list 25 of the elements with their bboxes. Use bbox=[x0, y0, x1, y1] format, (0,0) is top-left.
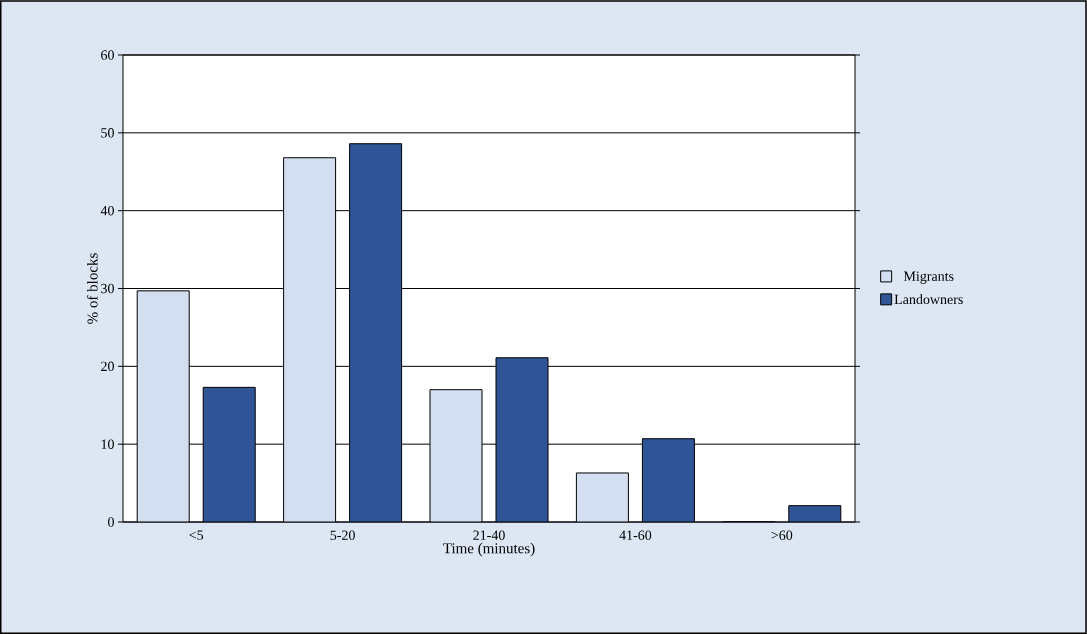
y-tick-label: 20 bbox=[101, 361, 114, 372]
y-axis-title: % of blocks bbox=[86, 253, 98, 324]
legend-label: Landowners bbox=[894, 294, 963, 305]
x-axis-title: Time (minutes) bbox=[443, 542, 535, 557]
y-tick-label: 0 bbox=[108, 517, 114, 527]
x-tick-label: <5 bbox=[189, 530, 204, 540]
x-tick-label: 41-60 bbox=[619, 530, 652, 540]
bar bbox=[641, 438, 695, 522]
x-tick-label: >60 bbox=[771, 530, 793, 540]
x-tick-label: 5-20 bbox=[330, 530, 355, 540]
bar bbox=[788, 505, 842, 522]
x-tick-label: 21-40 bbox=[473, 530, 505, 540]
y-tick-label: 60 bbox=[101, 50, 114, 60]
legend-label: Migrants bbox=[903, 271, 954, 284]
bar bbox=[429, 389, 483, 522]
bar bbox=[202, 386, 256, 522]
y-tick-label: 40 bbox=[100, 205, 114, 216]
y-tick-label: 50 bbox=[101, 128, 114, 138]
bar bbox=[495, 357, 549, 522]
bar bbox=[575, 472, 629, 522]
y-tick-label: 30 bbox=[101, 283, 114, 294]
bar bbox=[349, 143, 403, 522]
bar bbox=[283, 157, 337, 522]
bar bbox=[136, 290, 190, 522]
y-tick-label: 10 bbox=[101, 439, 114, 449]
